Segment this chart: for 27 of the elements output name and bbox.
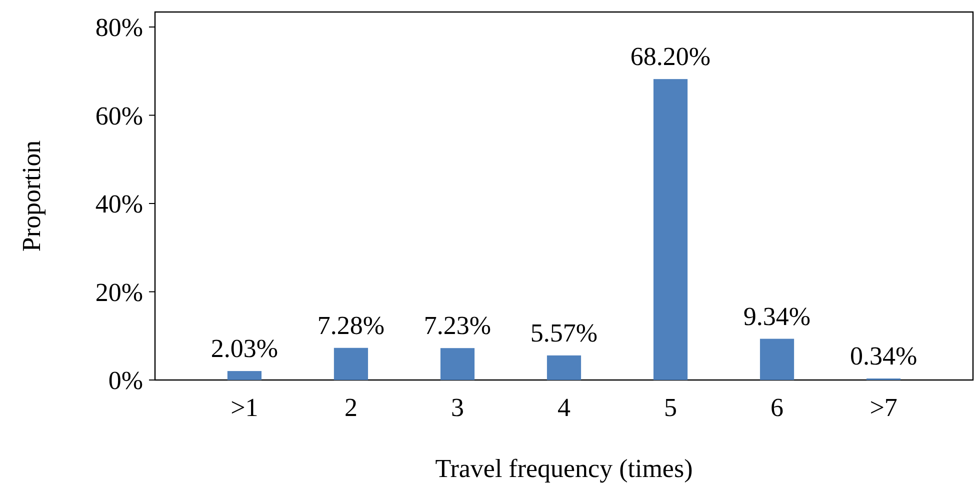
bar <box>440 348 475 380</box>
x-tick-label: 2 <box>344 393 358 422</box>
bar <box>227 371 262 380</box>
y-tick-label: 0% <box>108 366 143 396</box>
x-tick-label: 3 <box>450 393 464 422</box>
x-tick-label: >1 <box>230 393 258 422</box>
data-label: 68.20% <box>630 42 711 72</box>
data-label: 0.34% <box>850 342 918 370</box>
bar <box>760 338 794 380</box>
bar <box>653 79 688 380</box>
bar <box>546 355 582 380</box>
x-tick-label: 5 <box>664 393 678 422</box>
y-tick-label: 80% <box>95 13 143 42</box>
x-tick-label: 4 <box>558 393 570 422</box>
data-label: 7.23% <box>424 311 492 340</box>
data-label: 7.28% <box>317 310 385 340</box>
y-tick-label: 20% <box>95 278 143 307</box>
x-tick-label: 6 <box>770 393 784 422</box>
data-label: 2.03% <box>210 334 278 364</box>
bar <box>334 348 368 380</box>
y-tick-label: 40% <box>95 190 143 219</box>
x-tick-label: >7 <box>870 393 898 422</box>
y-tick-label: 60% <box>95 101 143 130</box>
x-axis-title: Travel frequency (times) <box>435 454 693 483</box>
data-label: 9.34% <box>743 302 811 331</box>
data-label: 5.57% <box>530 318 598 348</box>
y-axis-title: Proportion <box>17 140 46 252</box>
